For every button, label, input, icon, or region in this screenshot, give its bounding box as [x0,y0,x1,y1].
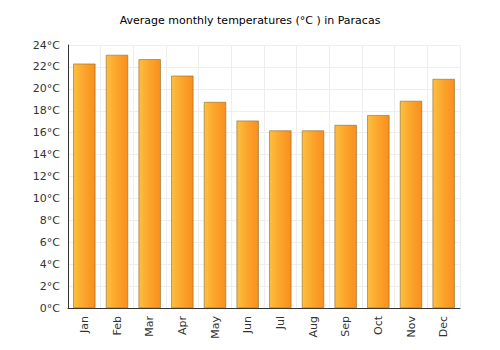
svg-text:12°C: 12°C [33,170,60,183]
svg-text:Jun: Jun [241,316,254,334]
svg-text:2°C: 2°C [40,280,60,293]
svg-text:18°C: 18°C [33,104,60,117]
svg-text:6°C: 6°C [40,236,60,249]
svg-text:20°C: 20°C [33,82,60,95]
svg-text:Jul: Jul [274,316,287,330]
svg-text:Nov: Nov [405,316,418,338]
svg-text:Aug: Aug [307,316,320,337]
svg-text:Oct: Oct [372,315,385,335]
svg-text:8°C: 8°C [40,214,60,227]
svg-text:Mar: Mar [143,316,156,337]
svg-text:16°C: 16°C [33,126,60,139]
svg-text:22°C: 22°C [33,60,60,73]
svg-text:10°C: 10°C [33,192,60,205]
svg-text:May: May [209,316,222,339]
svg-text:14°C: 14°C [33,148,60,161]
svg-text:4°C: 4°C [40,258,60,271]
svg-text:Jan: Jan [78,316,91,334]
svg-text:Sep: Sep [339,316,352,337]
svg-text:Apr: Apr [176,316,189,336]
svg-text:Dec: Dec [437,316,450,337]
svg-text:0°C: 0°C [40,302,60,315]
svg-text:24°C: 24°C [33,39,60,52]
svg-text:Average monthly temperatures (: Average monthly temperatures (°C ) in Pa… [120,14,381,27]
svg-text:Feb: Feb [111,316,124,335]
